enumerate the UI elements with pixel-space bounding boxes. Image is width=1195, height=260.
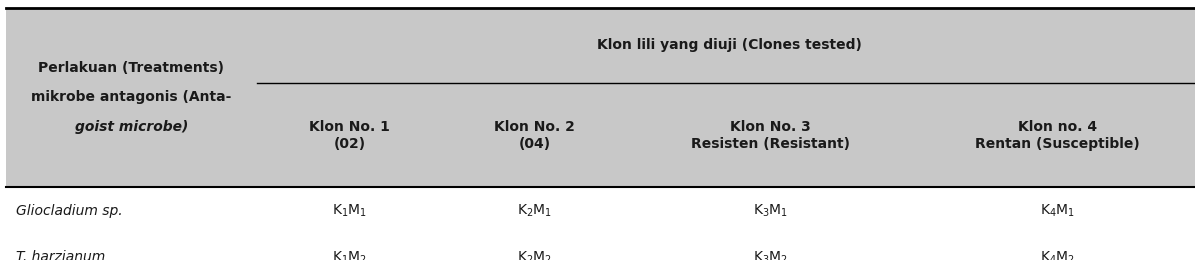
Bar	[442, 83, 627, 187]
Bar	[914, 83, 1195, 187]
Text: Perlakuan (Treatments): Perlakuan (Treatments)	[38, 61, 225, 75]
Text: K$_{3}$M$_{2}$: K$_{3}$M$_{2}$	[753, 249, 789, 260]
Text: Klon No. 3
Resisten (Resistant): Klon No. 3 Resisten (Resistant)	[691, 120, 851, 151]
Text: K$_{2}$M$_{1}$: K$_{2}$M$_{1}$	[517, 202, 552, 219]
Text: Klon no. 4
Rentan (Susceptible): Klon no. 4 Rentan (Susceptible)	[975, 120, 1140, 151]
Text: K$_{1}$M$_{2}$: K$_{1}$M$_{2}$	[332, 249, 367, 260]
Bar	[6, 8, 257, 187]
Bar	[627, 83, 914, 187]
Text: K$_{4}$M$_{2}$: K$_{4}$M$_{2}$	[1040, 249, 1076, 260]
Text: Klon lili yang diuji (Clones tested): Klon lili yang diuji (Clones tested)	[596, 38, 862, 53]
Text: K$_{1}$M$_{1}$: K$_{1}$M$_{1}$	[332, 202, 367, 219]
Text: K$_{4}$M$_{1}$: K$_{4}$M$_{1}$	[1040, 202, 1076, 219]
Text: T. harzianum: T. harzianum	[16, 250, 105, 260]
Text: K$_{2}$M$_{2}$: K$_{2}$M$_{2}$	[517, 249, 552, 260]
Text: Klon No. 1
(02): Klon No. 1 (02)	[310, 120, 390, 151]
Bar	[257, 8, 1195, 83]
Text: Gliocladium sp.: Gliocladium sp.	[16, 204, 122, 218]
Text: K$_{3}$M$_{1}$: K$_{3}$M$_{1}$	[753, 202, 789, 219]
Text: goist microbe): goist microbe)	[75, 120, 188, 134]
Bar	[6, 187, 1195, 260]
Bar	[257, 83, 442, 187]
Text: Klon No. 2
(04): Klon No. 2 (04)	[495, 120, 575, 151]
Text: mikrobe antagonis (Anta-: mikrobe antagonis (Anta-	[31, 90, 232, 105]
